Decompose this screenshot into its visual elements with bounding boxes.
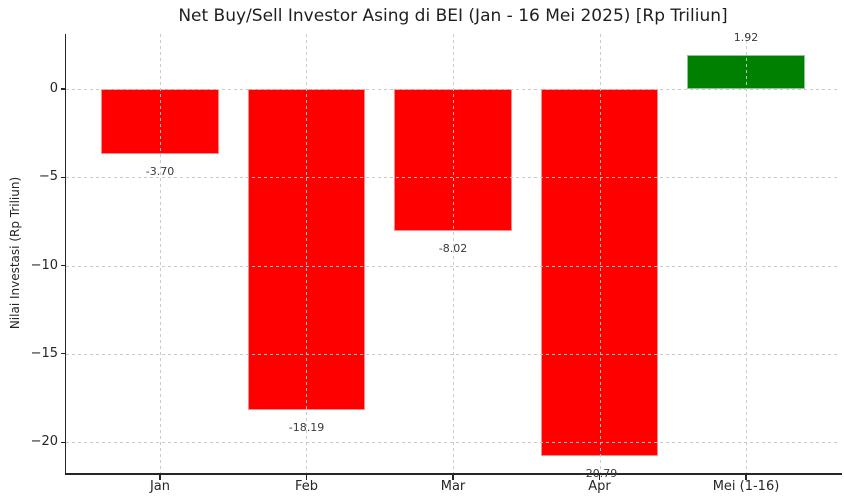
- y-tick-label: −10: [30, 257, 58, 273]
- y-tick-label: −5: [38, 169, 58, 185]
- y-tick-mark: [60, 88, 66, 90]
- v-gridline: [746, 34, 747, 473]
- v-gridline: [159, 34, 161, 473]
- x-tick-label: Mar: [440, 479, 466, 494]
- v-gridline: [453, 34, 454, 473]
- x-tick-mark: [745, 475, 747, 480]
- x-tick-mark: [305, 475, 308, 480]
- bar-mar: [394, 89, 512, 231]
- y-axis-line: [64, 34, 66, 475]
- x-tick-label: Apr: [588, 479, 611, 494]
- y-tick-mark: [60, 264, 66, 267]
- y-tick-label: −20: [30, 434, 58, 450]
- bar-value-label: -3.70: [145, 165, 175, 179]
- bar-value-label: -18.19: [288, 421, 325, 435]
- x-tick-label: Jan: [149, 479, 170, 494]
- bar-value-label: 1.92: [733, 31, 759, 45]
- x-tick-mark: [598, 475, 601, 480]
- y-tick-mark: [60, 176, 66, 178]
- x-tick-mark: [452, 475, 454, 480]
- v-gridline: [599, 34, 601, 473]
- x-tick-mark: [159, 475, 161, 480]
- bar-value-label: -8.02: [438, 241, 468, 255]
- bar-feb: [247, 89, 366, 411]
- x-tick-label: Feb: [294, 479, 318, 494]
- v-gridline: [306, 34, 308, 473]
- bar-jan: [101, 89, 219, 155]
- bar-value-label: -20.79: [581, 467, 618, 481]
- y-tick-label: −15: [30, 345, 58, 361]
- x-axis-line: [64, 473, 842, 475]
- chart-title: Net Buy/Sell Investor Asing di BEI (Jan …: [178, 6, 728, 26]
- y-axis-label: Nilai Investasi (Rp Triliun): [8, 176, 22, 330]
- y-tick-mark: [60, 353, 66, 355]
- y-tick-label: 0: [49, 81, 58, 97]
- bar-apr: [540, 89, 659, 457]
- y-tick-mark: [60, 441, 66, 443]
- x-tick-label: Mei (1-16): [712, 479, 780, 494]
